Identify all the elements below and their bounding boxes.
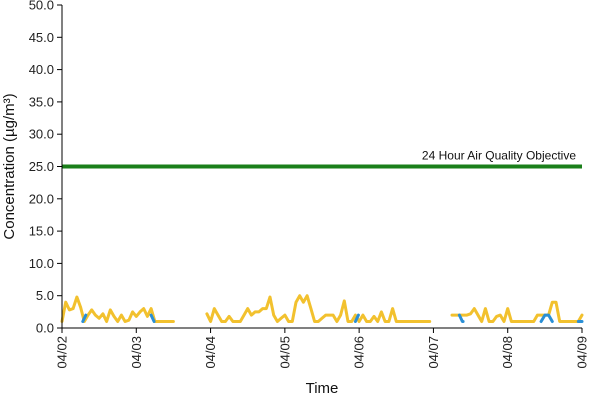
y-tick-label: 0.0 — [36, 321, 54, 336]
x-tick-label: 04/06 — [352, 336, 367, 369]
x-tick-label: 04/09 — [575, 336, 590, 369]
y-tick-label: 35.0 — [29, 94, 54, 109]
y-tick-label: 50.0 — [29, 0, 54, 13]
y-tick-label: 40.0 — [29, 62, 54, 77]
y-tick-label: 10.0 — [29, 256, 54, 271]
y-tick-label: 5.0 — [36, 288, 54, 303]
y-tick-label: 30.0 — [29, 127, 54, 142]
objective-label: 24 Hour Air Quality Objective — [422, 149, 576, 163]
x-ticks: 04/02 04/03 04/04 04/05 04/06 04/07 04/08 04/09 — [55, 328, 590, 369]
y-axis-title: Concentration (µg/m³) — [1, 93, 18, 239]
y-tick-label: 20.0 — [29, 191, 54, 206]
series-line-1 — [205, 294, 432, 323]
series-line-2 — [81, 313, 88, 323]
series-line-2 — [539, 313, 554, 323]
x-tick-label: 04/08 — [500, 336, 515, 369]
series-line-1 — [60, 295, 175, 323]
x-tick-label: 04/04 — [203, 336, 218, 369]
series-line-2 — [149, 313, 156, 323]
x-tick-label: 04/03 — [129, 336, 144, 369]
x-tick-label: 04/07 — [426, 336, 441, 369]
series-group — [60, 294, 584, 323]
y-tick-label: 15.0 — [29, 224, 54, 239]
x-tick-label: 04/05 — [277, 336, 292, 369]
series-line-1 — [450, 300, 584, 323]
x-tick-label: 04/02 — [55, 336, 70, 369]
x-axis-title: Time — [306, 380, 339, 397]
y-ticks: 0.0 5.0 10.0 15.0 20.0 25.0 30.0 35.0 40.0 45.0 50… — [29, 0, 62, 336]
y-tick-label: 25.0 — [29, 159, 54, 174]
series-line-2 — [457, 313, 465, 323]
series-line-2 — [353, 313, 360, 323]
y-tick-label: 45.0 — [29, 30, 54, 45]
